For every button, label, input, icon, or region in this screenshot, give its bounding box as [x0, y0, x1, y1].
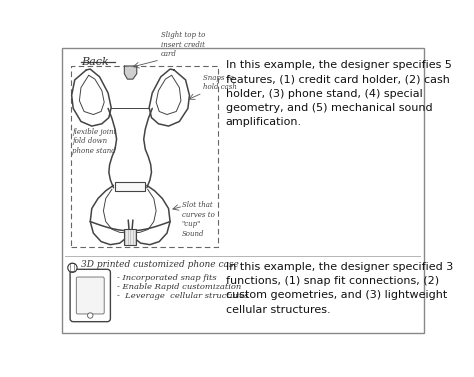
Bar — [71, 66, 218, 247]
FancyBboxPatch shape — [62, 48, 424, 333]
FancyBboxPatch shape — [115, 182, 145, 191]
Text: Back: Back — [81, 57, 109, 67]
Text: ⓞ: ⓞ — [70, 263, 75, 272]
Text: flexible joint
fold down
phone stand: flexible joint fold down phone stand — [73, 128, 117, 155]
Text: Slot that
curves to
"cup"
Sound: Slot that curves to "cup" Sound — [182, 201, 215, 238]
Text: Slight top to
insert credit
card: Slight top to insert credit card — [161, 31, 205, 58]
Text: Snaps to
hold cash: Snaps to hold cash — [203, 74, 237, 92]
Text: -  Leverage  cellular structures: - Leverage cellular structures — [118, 293, 249, 300]
FancyBboxPatch shape — [70, 269, 110, 322]
Polygon shape — [124, 66, 137, 79]
FancyBboxPatch shape — [76, 277, 104, 314]
Circle shape — [88, 313, 93, 318]
FancyBboxPatch shape — [124, 229, 136, 245]
Text: In this example, the designer specifies 5
features, (1) credit card holder, (2) : In this example, the designer specifies … — [226, 60, 452, 127]
Text: In this example, the designer specified 3
functions, (1) snap fit connections, (: In this example, the designer specified … — [226, 262, 453, 315]
Circle shape — [68, 263, 77, 273]
Text: 3D printed customized phone case: 3D printed customized phone case — [81, 260, 239, 269]
Text: - Incorporated snap fits: - Incorporated snap fits — [118, 274, 217, 282]
Text: - Enable Rapid customization: - Enable Rapid customization — [118, 283, 242, 291]
